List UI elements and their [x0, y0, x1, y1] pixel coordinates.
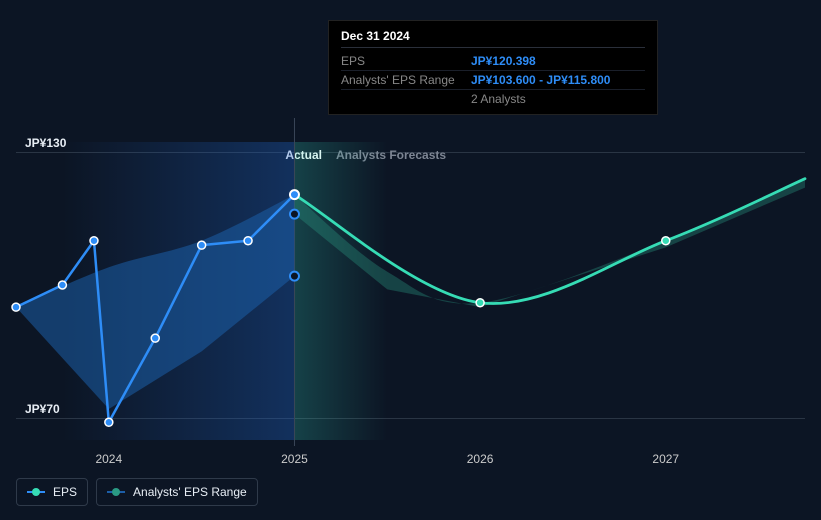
- chart-legend: EPS Analysts' EPS Range: [16, 478, 258, 506]
- eps-chart: JP¥130 JP¥70 2024 2025 2026 2027 Actual Anal…: [0, 0, 821, 520]
- tooltip-analysts-count: 2 Analysts: [341, 90, 645, 106]
- tooltip-range-label: Analysts' EPS Range: [341, 73, 471, 87]
- gridline: [16, 418, 805, 419]
- x-axis-label: 2024: [95, 452, 122, 466]
- x-axis-label: 2025: [281, 452, 308, 466]
- tooltip-date: Dec 31 2024: [341, 29, 645, 48]
- x-axis-label: 2027: [652, 452, 679, 466]
- legend-item-eps[interactable]: EPS: [16, 478, 88, 506]
- chart-tooltip: Dec 31 2024 EPS JP¥120.398 Analysts' EPS…: [328, 20, 658, 115]
- tooltip-range-value: JP¥103.600 - JP¥115.800: [471, 73, 610, 87]
- legend-label: EPS: [53, 485, 77, 499]
- tooltip-eps-label: EPS: [341, 54, 471, 68]
- y-axis-label: JP¥70: [25, 402, 60, 416]
- legend-item-range[interactable]: Analysts' EPS Range: [96, 478, 258, 506]
- y-axis-label: JP¥130: [25, 136, 66, 150]
- section-label-actual: Actual: [285, 148, 322, 162]
- tooltip-eps-value: JP¥120.398: [471, 54, 536, 68]
- legend-swatch-icon: [27, 488, 45, 496]
- legend-label: Analysts' EPS Range: [133, 485, 247, 499]
- section-label-forecast: Analysts Forecasts: [336, 148, 446, 162]
- x-axis-label: 2026: [467, 452, 494, 466]
- legend-swatch-icon: [107, 488, 125, 496]
